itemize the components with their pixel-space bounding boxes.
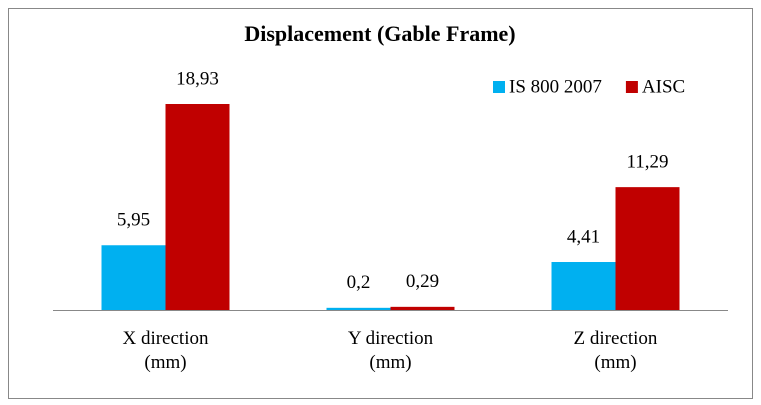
legend-label: IS 800 2007 [509, 76, 602, 97]
x-tick-label-box: X direction (mm) [122, 328, 209, 373]
x-tick-label: X direction (mm) [122, 328, 209, 373]
bar [390, 306, 455, 310]
data-label: 4,41 [567, 226, 600, 247]
x-tick-label: Y direction (mm) [347, 328, 434, 373]
chart-title: Displacement (Gable Frame) [244, 21, 515, 46]
data-label: 0,2 [347, 272, 371, 293]
bar [101, 245, 166, 310]
data-label: 0,29 [406, 271, 439, 292]
legend-label: AISC [642, 76, 685, 97]
legend-swatch [625, 81, 638, 93]
data-label: 11,29 [626, 151, 668, 172]
x-tick-label-box: Z direction (mm) [573, 328, 658, 373]
data-label: 5,95 [117, 210, 150, 231]
bar [615, 187, 680, 310]
bar [551, 262, 616, 310]
x-tick-label: Z direction (mm) [573, 328, 658, 373]
legend-swatch [493, 81, 505, 93]
data-label: 18,93 [176, 68, 219, 89]
bar [165, 104, 230, 310]
bar [326, 307, 391, 310]
x-tick-label-box: Y direction (mm) [347, 328, 434, 373]
